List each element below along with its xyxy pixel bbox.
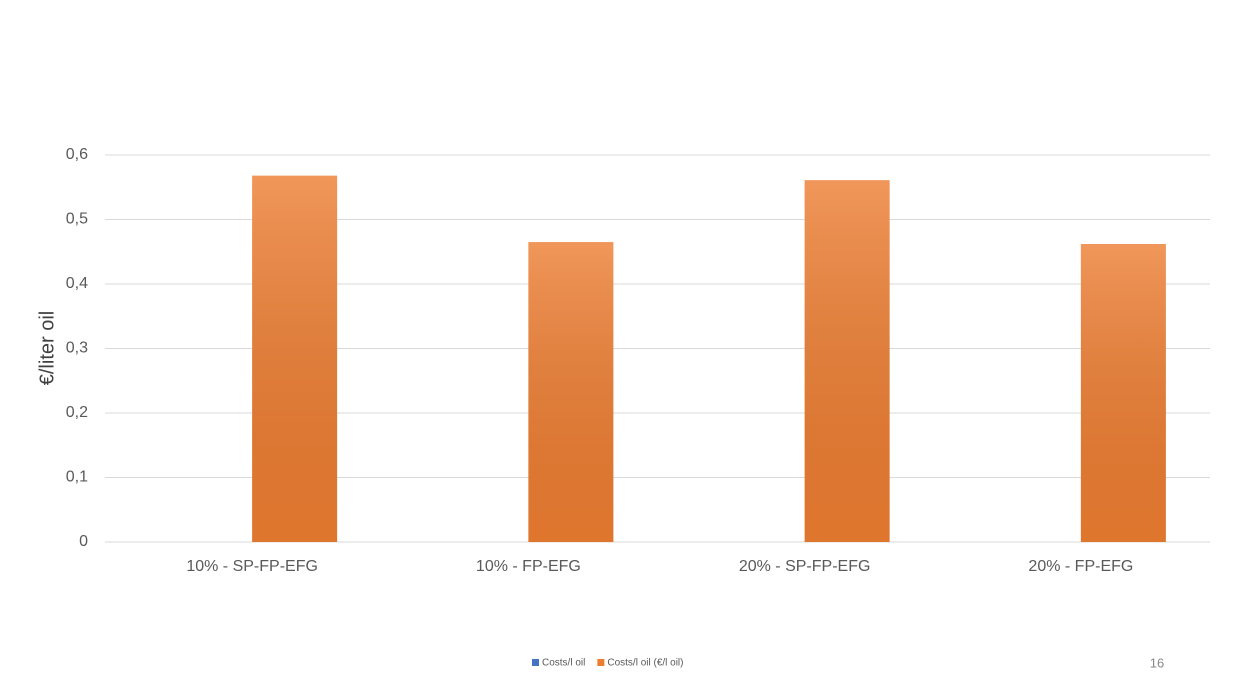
y-tick-label: 0,3 (66, 340, 88, 357)
x-tick-label: 10% - SP-FP-EFG (186, 558, 318, 575)
x-tick-label: 20% - FP-EFG (1028, 558, 1133, 575)
y-tick-label: 0,5 (66, 211, 88, 228)
legend-swatch (597, 659, 605, 666)
y-axis-title: €/liter oil (36, 311, 58, 385)
y-tick-label: 0,4 (66, 275, 88, 292)
page-number: 16 (1150, 655, 1164, 670)
legend-label: Costs/l oil (542, 658, 585, 669)
bar-shade (804, 180, 890, 542)
legend-swatch (532, 659, 539, 666)
y-tick-label: 0,6 (66, 146, 88, 163)
y-tick-label: 0,1 (66, 469, 88, 486)
bar-shade (528, 242, 614, 542)
legend-label: Costs/l oil (€/l oil) (607, 658, 683, 669)
bar-shade (252, 175, 338, 542)
y-tick-label: 0,2 (66, 404, 88, 421)
y-tick-label: 0 (79, 533, 88, 550)
bar-shade (1080, 244, 1166, 542)
x-tick-label: 20% - SP-FP-EFG (739, 558, 871, 575)
x-tick-label: 10% - FP-EFG (476, 558, 581, 575)
